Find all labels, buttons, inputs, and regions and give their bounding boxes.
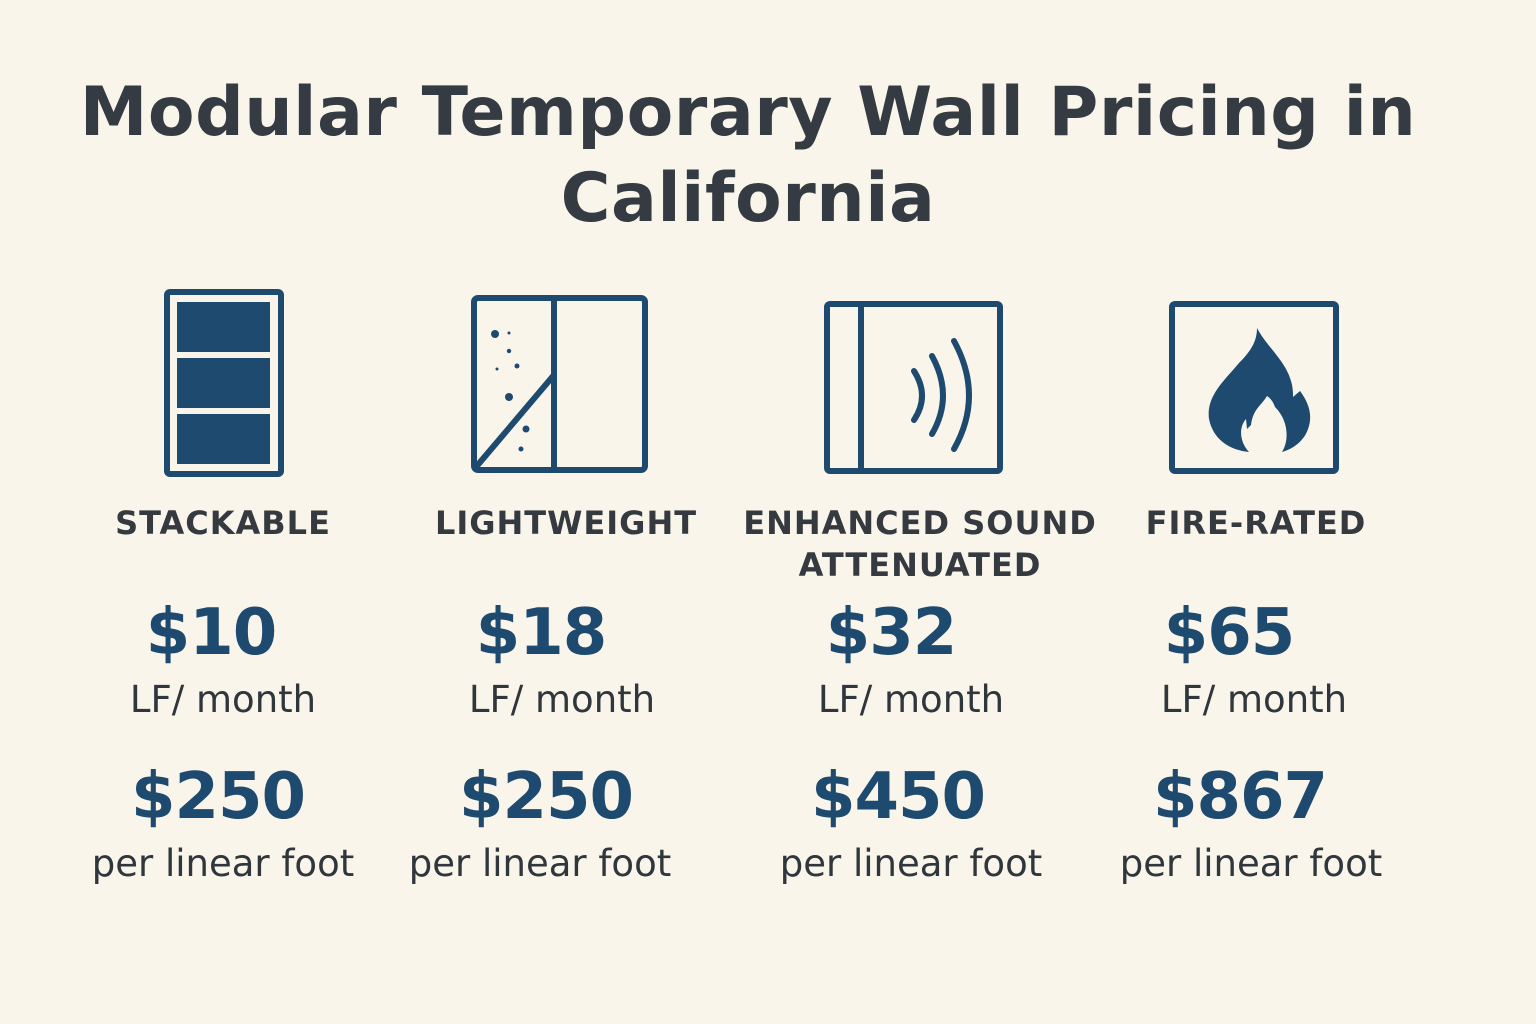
stacked-panels-icon (164, 289, 284, 477)
monthly-price: $65 (1163, 596, 1296, 670)
purchase-unit: per linear foot (1119, 842, 1383, 885)
monthly-unit: LF/ month (129, 678, 317, 721)
monthly-unit: LF/ month (817, 678, 1005, 721)
purchase-price: $867 (1152, 760, 1328, 834)
purchase-unit: per linear foot (91, 842, 355, 885)
product-label: LIGHTWEIGHT (434, 504, 698, 542)
product-label: STACKABLE (115, 504, 331, 542)
purchase-price: $250 (130, 760, 306, 834)
lightweight-panel-icon (471, 295, 648, 473)
sound-waves-panel-icon (824, 301, 1003, 474)
product-label: FIRE-RATED (1145, 504, 1367, 542)
purchase-unit: per linear foot (408, 842, 672, 885)
monthly-price: $10 (145, 596, 278, 670)
monthly-unit: LF/ month (1160, 678, 1348, 721)
purchase-price: $250 (458, 760, 634, 834)
flame-panel-icon (1169, 301, 1339, 474)
page-title: Modular Temporary Wall Pricing in Califo… (79, 73, 1417, 238)
purchase-unit: per linear foot (779, 842, 1043, 885)
purchase-price: $450 (810, 760, 986, 834)
product-label: ENHANCED SOUND ATTENUATED (743, 504, 1097, 584)
monthly-price: $18 (475, 596, 608, 670)
monthly-price: $32 (825, 596, 958, 670)
monthly-unit: LF/ month (468, 678, 656, 721)
